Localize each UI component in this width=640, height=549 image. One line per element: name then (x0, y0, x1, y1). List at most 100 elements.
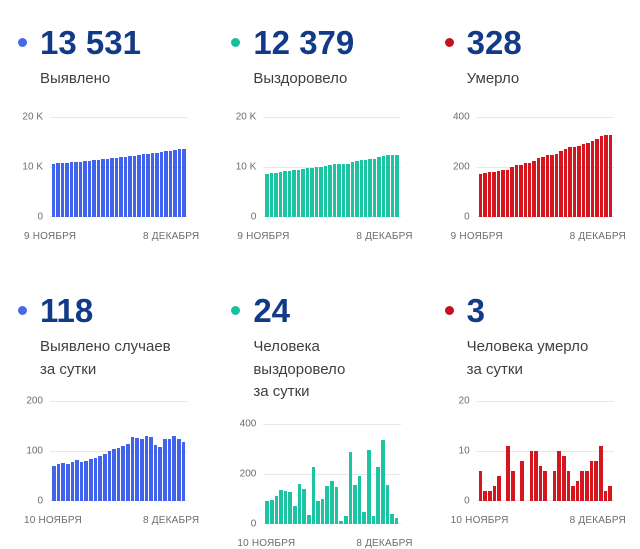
bar[interactable] (288, 492, 293, 524)
bar[interactable] (79, 461, 84, 501)
bar[interactable] (314, 167, 319, 217)
bar[interactable] (283, 171, 287, 217)
bar[interactable] (155, 152, 159, 217)
bar[interactable] (341, 163, 346, 217)
bar[interactable] (580, 471, 585, 501)
bar[interactable] (173, 150, 177, 217)
bar[interactable] (119, 157, 123, 217)
bar[interactable] (496, 170, 501, 217)
bar[interactable] (532, 160, 536, 217)
bar[interactable] (172, 436, 176, 501)
bar[interactable] (492, 486, 497, 501)
bar[interactable] (265, 173, 269, 217)
bar[interactable] (505, 169, 510, 217)
bar[interactable] (167, 438, 172, 501)
bar[interactable] (325, 486, 330, 524)
bar[interactable] (346, 163, 350, 217)
bar[interactable] (274, 172, 278, 217)
bar[interactable] (608, 486, 612, 501)
bar[interactable] (146, 153, 150, 217)
bar[interactable] (363, 160, 368, 217)
bar[interactable] (296, 169, 301, 217)
bar[interactable] (128, 156, 132, 217)
bar[interactable] (390, 154, 395, 217)
bar[interactable] (385, 484, 390, 524)
bar[interactable] (572, 146, 577, 217)
bar[interactable] (511, 471, 515, 501)
bar[interactable] (355, 161, 359, 217)
bar[interactable] (310, 168, 314, 217)
bar[interactable] (557, 451, 561, 501)
bar[interactable] (96, 159, 101, 217)
bar[interactable] (377, 157, 381, 217)
bar[interactable] (56, 464, 61, 501)
bar[interactable] (603, 491, 608, 501)
bar[interactable] (359, 160, 363, 217)
bar[interactable] (75, 460, 79, 501)
bar[interactable] (332, 164, 337, 217)
bar[interactable] (164, 151, 168, 217)
bar[interactable] (541, 156, 545, 217)
bar[interactable] (141, 154, 146, 217)
bar[interactable] (534, 451, 538, 501)
bar[interactable] (137, 154, 141, 217)
bar[interactable] (563, 148, 568, 217)
bar[interactable] (305, 168, 310, 217)
bar[interactable] (550, 155, 554, 217)
bar[interactable] (334, 486, 339, 524)
bar[interactable] (84, 461, 88, 501)
bar[interactable] (487, 491, 492, 501)
bar[interactable] (176, 439, 181, 501)
bar[interactable] (527, 163, 532, 217)
bar[interactable] (52, 466, 56, 501)
bar[interactable] (311, 467, 316, 524)
bar[interactable] (571, 486, 575, 501)
bar[interactable] (163, 439, 167, 501)
bar[interactable] (577, 145, 581, 217)
bar[interactable] (52, 163, 56, 217)
bar[interactable] (353, 484, 357, 524)
bar[interactable] (181, 442, 186, 501)
bar[interactable] (372, 158, 377, 217)
bar[interactable] (320, 498, 325, 524)
bar[interactable] (278, 172, 283, 217)
bar[interactable] (302, 488, 306, 524)
bar[interactable] (265, 501, 269, 524)
bar[interactable] (589, 461, 594, 501)
bar[interactable] (371, 516, 376, 524)
bar[interactable] (543, 471, 548, 501)
bar[interactable] (110, 158, 114, 217)
bar[interactable] (70, 462, 75, 501)
bar[interactable] (337, 163, 341, 217)
bar[interactable] (101, 159, 105, 217)
bar[interactable] (590, 140, 595, 217)
bar[interactable] (287, 170, 292, 217)
bar[interactable] (552, 471, 557, 501)
bar[interactable] (83, 161, 87, 217)
bar[interactable] (483, 491, 487, 501)
bar[interactable] (367, 449, 371, 524)
bar[interactable] (74, 161, 78, 217)
bar[interactable] (357, 476, 362, 524)
bar[interactable] (328, 165, 332, 217)
bar[interactable] (585, 471, 589, 501)
bar[interactable] (586, 142, 590, 217)
bar[interactable] (316, 501, 320, 524)
bar[interactable] (130, 437, 135, 501)
bar[interactable] (478, 174, 483, 217)
bar[interactable] (339, 521, 343, 524)
bar[interactable] (93, 457, 98, 501)
bar[interactable] (301, 169, 305, 217)
bar[interactable] (545, 155, 550, 217)
bar[interactable] (123, 156, 128, 217)
bar[interactable] (61, 463, 65, 501)
bar[interactable] (177, 149, 182, 217)
bar[interactable] (149, 437, 153, 501)
bar[interactable] (581, 144, 586, 217)
bar[interactable] (381, 155, 386, 217)
bar[interactable] (501, 169, 505, 217)
bar[interactable] (102, 453, 107, 501)
bar[interactable] (492, 171, 496, 217)
bar[interactable] (350, 162, 355, 217)
bar[interactable] (112, 449, 116, 501)
